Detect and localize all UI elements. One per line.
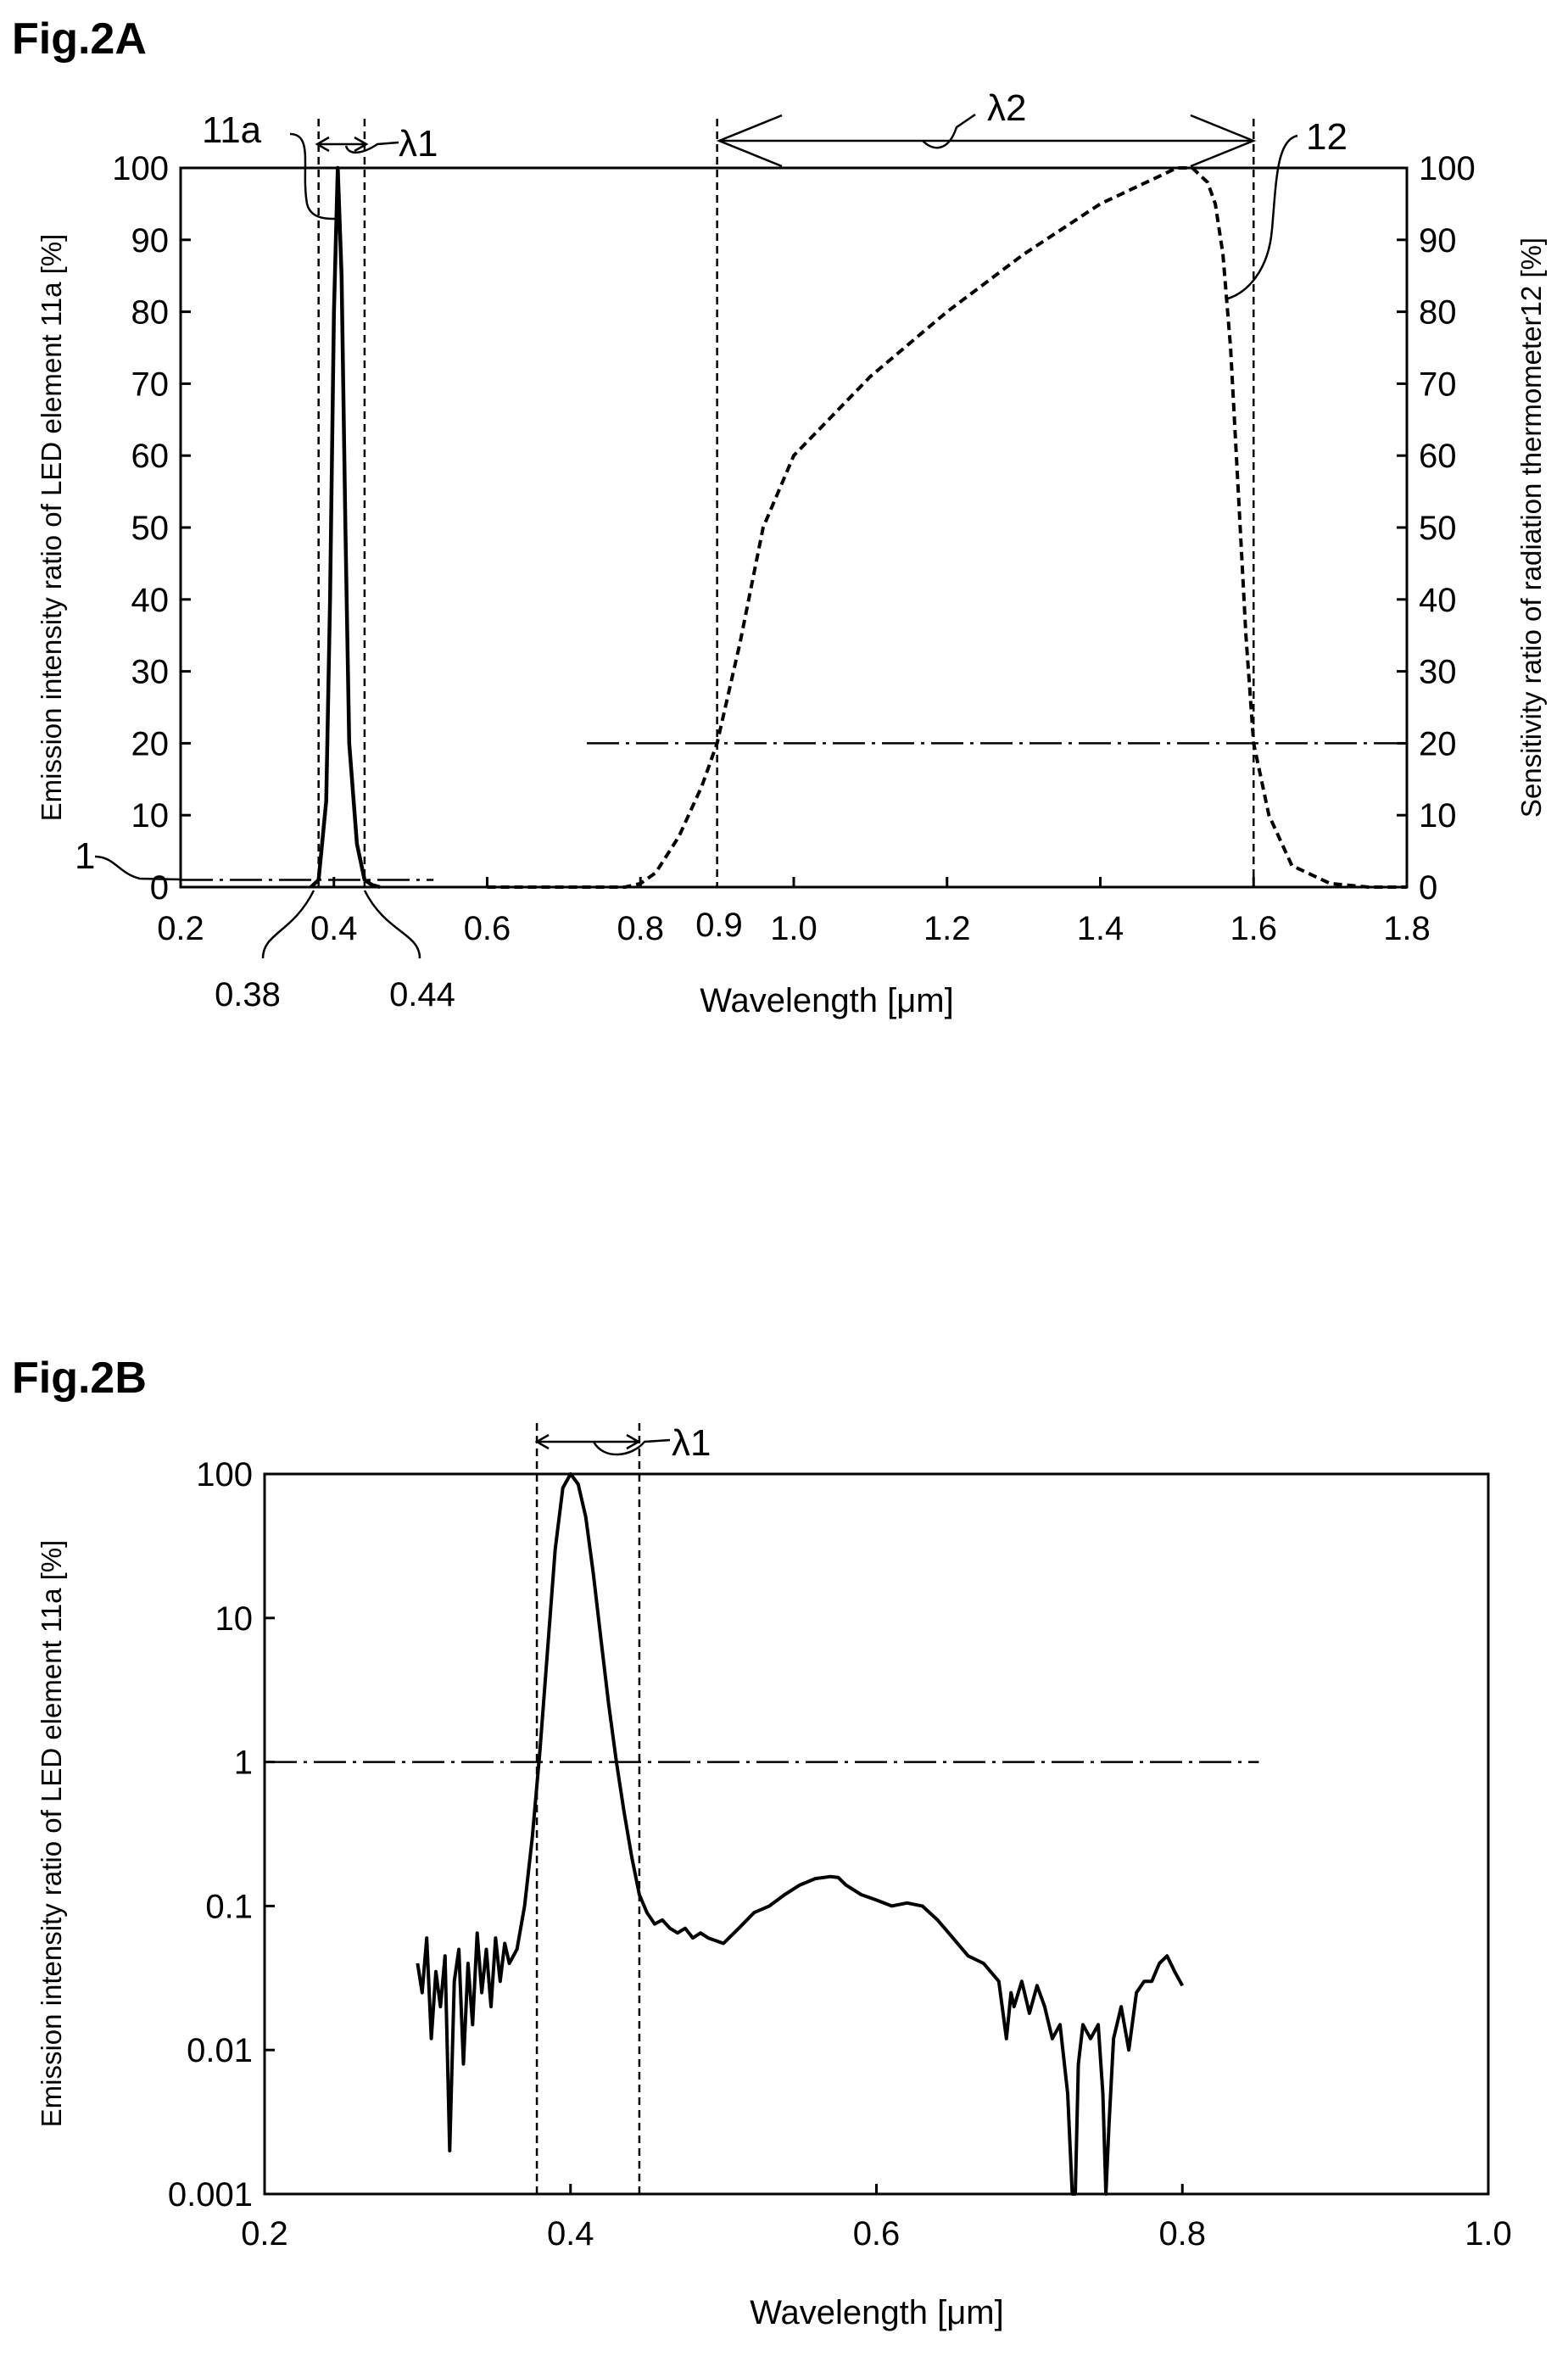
x-tick-label: 0.2 xyxy=(241,2215,288,2253)
x-axis-label-2b: Wavelength [μm] xyxy=(750,2294,1003,2331)
y-tick-label-left: 100 xyxy=(112,150,169,187)
x-tick-extra-0-9: 0.9 xyxy=(695,907,743,944)
y-tick-label: 10 xyxy=(215,1600,254,1638)
leader-lambda2 xyxy=(922,113,976,149)
chart-fig2a: Fig.2A Emission intensity ratio of LED e… xyxy=(12,14,1547,1019)
y-tick-label-right: 100 xyxy=(1419,150,1476,187)
x-tick-label: 0.8 xyxy=(617,910,664,947)
y-tick-label-left: 80 xyxy=(131,294,170,332)
y-tick-label-right: 70 xyxy=(1419,366,1457,403)
label-12: 12 xyxy=(1306,116,1348,158)
leader-0-44 xyxy=(363,890,421,959)
y-tick-label-left: 10 xyxy=(131,797,170,835)
y-tick-label-left: 0 xyxy=(150,869,169,907)
y-tick-label-right: 80 xyxy=(1419,294,1457,332)
label-threshold-1: 1 xyxy=(75,835,95,877)
y-tick-label: 100 xyxy=(196,1456,253,1493)
y-axis-label-2b: Emission intensity ratio of LED element … xyxy=(36,1540,67,2128)
y-tick-label: 0.01 xyxy=(187,2032,253,2069)
x-tick-label: 0.4 xyxy=(310,910,358,947)
x-ticks-2a: 0.2 0.4 0.6 0.8 1.0 1.2 1.4 1.6 1.8 xyxy=(157,877,1431,947)
y-ticks-left-2a: 0 10 20 30 40 50 60 70 80 90 100 xyxy=(112,150,191,907)
x-tick-extra-0-38: 0.38 xyxy=(215,976,281,1013)
series-2a xyxy=(310,165,1407,890)
y-tick-label-left: 60 xyxy=(131,438,170,475)
chart-fig2b: Fig.2B Emission intensity ratio of LED e… xyxy=(12,1354,1512,2331)
y-tick-label-left: 50 xyxy=(131,510,170,547)
x-tick-label: 0.6 xyxy=(464,910,511,947)
x-tick-label: 1.0 xyxy=(770,910,817,947)
x-tick-label: 1.2 xyxy=(924,910,971,947)
y-axis-label-right-2a: Sensitivity ratio of radiation thermomet… xyxy=(1515,237,1547,818)
x-tick-label: 0.6 xyxy=(853,2215,901,2253)
leader-threshold-1 xyxy=(94,855,181,881)
label-11a: 11a xyxy=(202,109,262,151)
x-tick-label: 0.4 xyxy=(547,2215,594,2253)
y-tick-label-right: 30 xyxy=(1419,654,1457,691)
y-tick-label: 0.001 xyxy=(168,2176,253,2214)
lambda2-arrow-2a xyxy=(716,114,1257,168)
x-tick-label: 0.8 xyxy=(1158,2215,1206,2253)
label-lambda1-2b: λ1 xyxy=(672,1422,711,1464)
x-tick-extra-0-44: 0.44 xyxy=(389,976,455,1013)
x-tick-label: 1.4 xyxy=(1077,910,1124,947)
reference-lines-2a xyxy=(181,119,1407,887)
lambda1-arrow-2b xyxy=(534,1433,641,1450)
y-tick-label-left: 20 xyxy=(131,725,170,762)
x-tick-label: 1.0 xyxy=(1465,2215,1512,2253)
label-lambda2: λ2 xyxy=(987,87,1026,129)
y-tick-label-left: 70 xyxy=(131,366,170,403)
leader-lambda1-2b xyxy=(592,1438,671,1456)
x-axis-label-2a: Wavelength [μm] xyxy=(700,982,953,1019)
y-tick-label: 0.1 xyxy=(205,1888,253,1925)
x-tick-label: 1.8 xyxy=(1383,910,1431,947)
y-axis-label-left-2a: Emission intensity ratio of LED element … xyxy=(36,234,67,822)
leader-11a xyxy=(289,132,336,221)
y-tick-label-right: 60 xyxy=(1419,438,1457,475)
y-tick-label-right: 10 xyxy=(1419,797,1457,835)
lambda1-arrow-2a xyxy=(315,136,369,153)
series-line-thermometer xyxy=(487,166,1407,889)
y-tick-label-right: 0 xyxy=(1419,869,1437,907)
x-tick-label: 1.6 xyxy=(1230,910,1277,947)
figure-title-2b: Fig.2B xyxy=(12,1354,147,1403)
y-tick-label-right: 20 xyxy=(1419,725,1457,762)
figure-title-2a: Fig.2A xyxy=(12,14,147,64)
label-lambda1-2a: λ1 xyxy=(399,123,438,165)
leader-lambda1-2a xyxy=(344,141,399,154)
reference-lines-2b xyxy=(265,1423,1259,2194)
series-2b xyxy=(416,1472,1185,2196)
leader-0-38 xyxy=(261,890,315,959)
y-tick-label-left: 90 xyxy=(131,222,170,260)
y-tick-label-right: 50 xyxy=(1419,510,1457,547)
x-ticks-2b: 0.2 0.4 0.6 0.8 1.0 xyxy=(241,2184,1512,2253)
y-tick-label-right: 90 xyxy=(1419,222,1457,260)
x-tick-label: 0.2 xyxy=(157,910,204,947)
leader-12 xyxy=(1227,134,1298,300)
y-tick-label-right: 40 xyxy=(1419,582,1457,619)
series-line-led-log xyxy=(416,1472,1185,2196)
y-tick-label-left: 30 xyxy=(131,654,170,691)
series-line-led xyxy=(310,165,381,890)
y-ticks-right-2a: 0 10 20 30 40 50 60 70 80 90 100 xyxy=(1397,150,1476,907)
y-ticks-2b: 0.001 0.01 0.1 1 10 100 xyxy=(168,1456,275,2214)
y-tick-label: 1 xyxy=(234,1745,253,1782)
y-tick-label-left: 40 xyxy=(131,582,170,619)
